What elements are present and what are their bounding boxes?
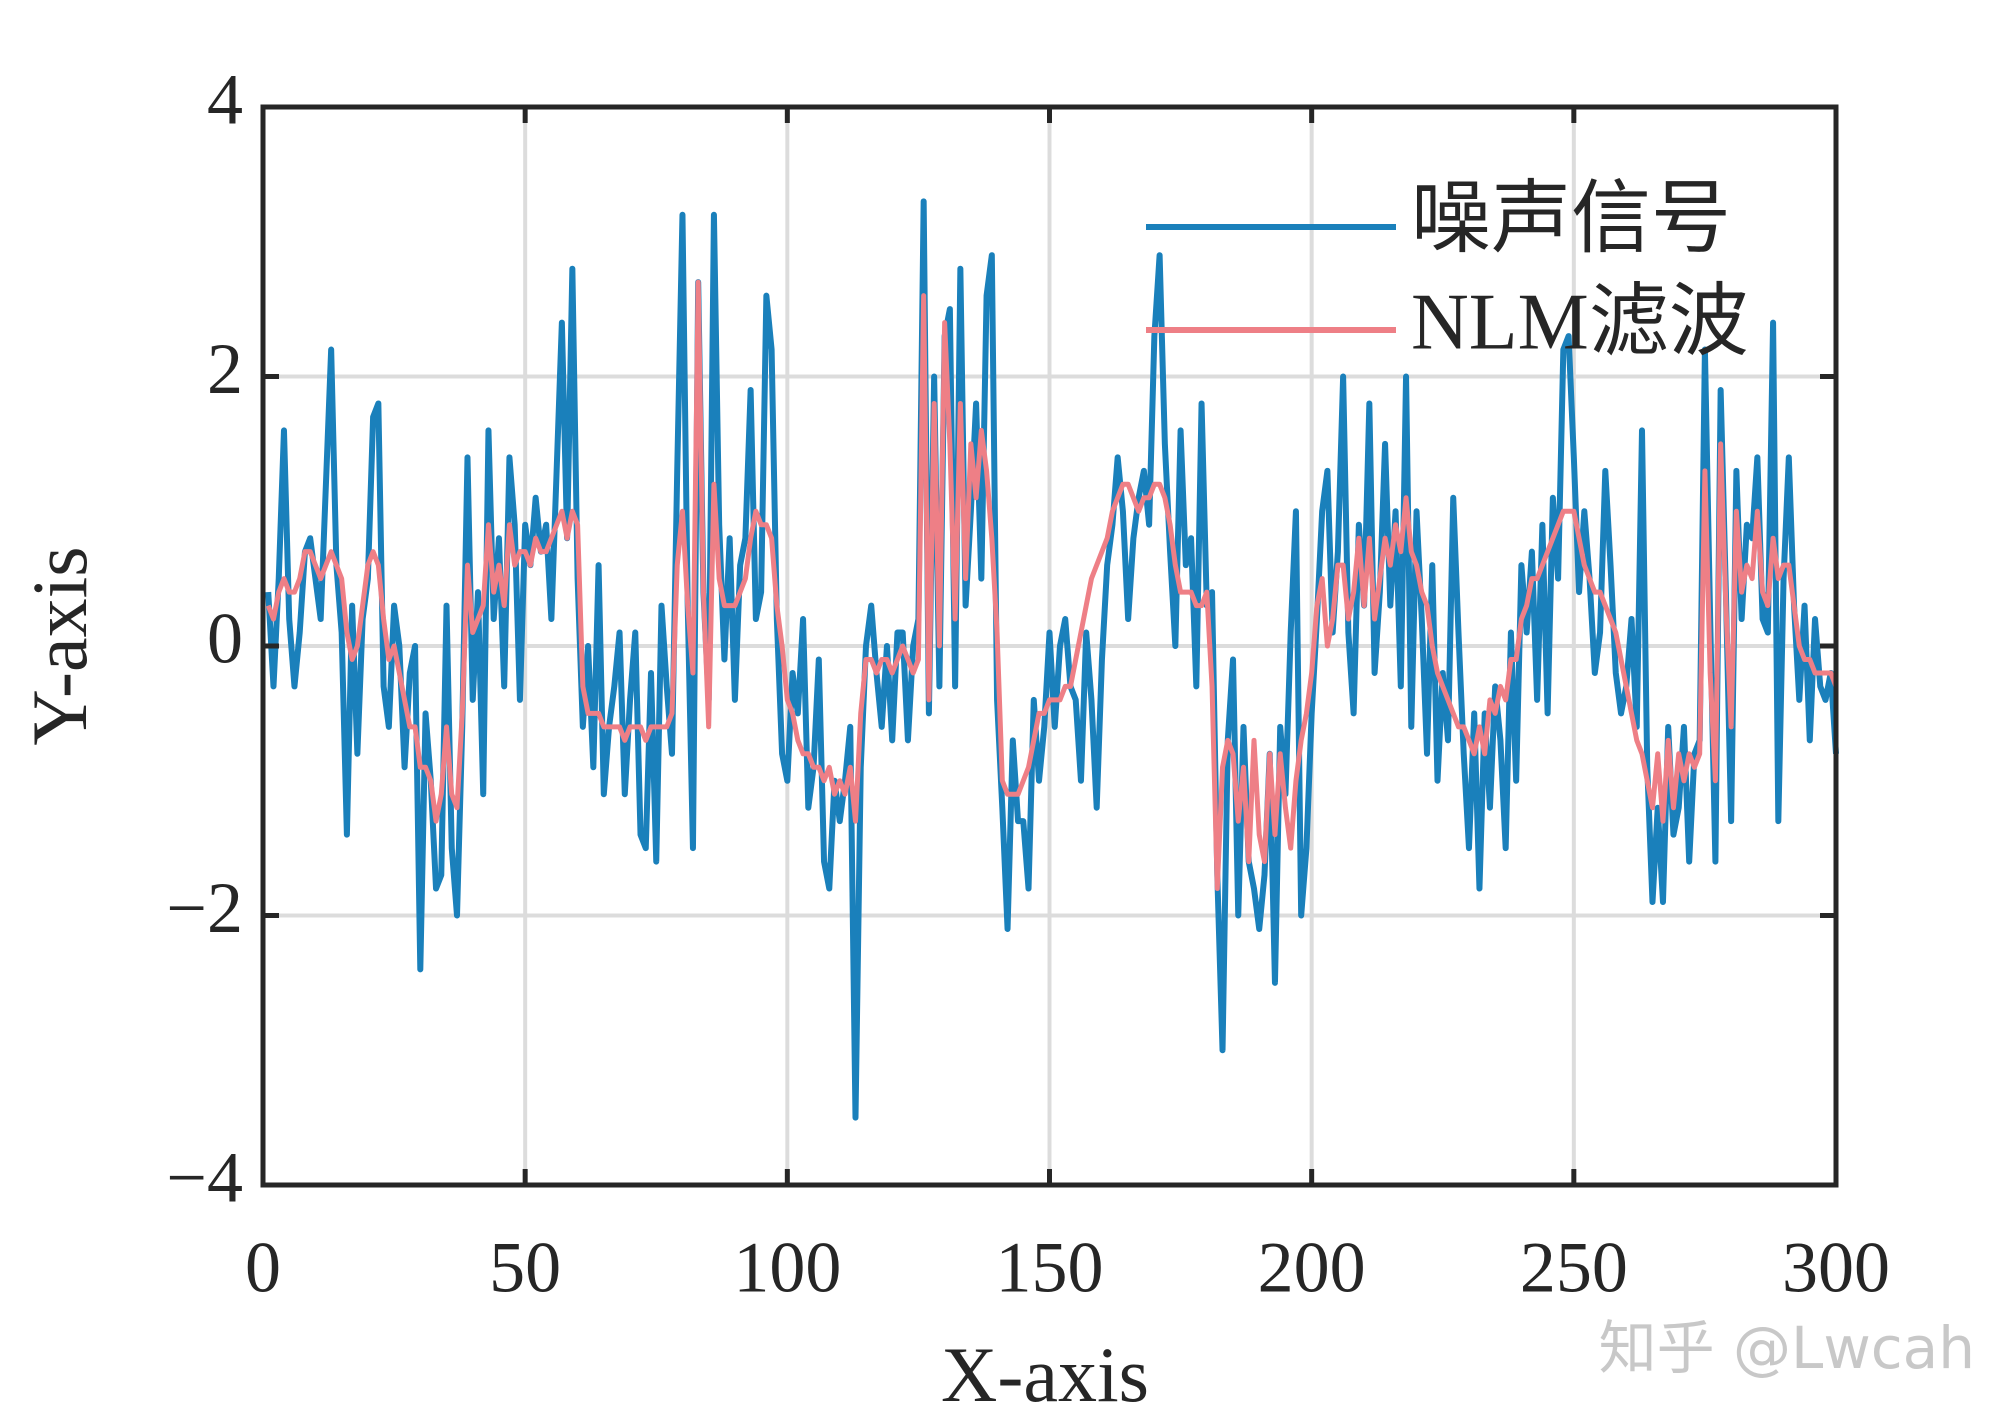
watermark: 知乎 @Lwcah [1599,1314,1975,1382]
legend-item: 噪声信号 [1146,175,1731,263]
x-tick-label: 300 [1782,1228,1890,1308]
y-tick-label: 0 [207,599,243,679]
legend-label: 噪声信号 [1411,175,1731,263]
y-axis-label: Y-axis [16,546,103,745]
y-tick-label: 4 [207,60,243,140]
legend-item: NLM滤波 [1146,278,1749,366]
x-tick-label: 50 [489,1228,561,1308]
x-tick-label: 100 [733,1228,841,1308]
y-tick-label: −2 [166,868,243,948]
y-tick-label: 2 [207,329,243,409]
x-tick-label: 150 [996,1228,1104,1308]
legend-label: NLM滤波 [1411,278,1749,366]
x-axis-label: X-axis [941,1331,1149,1417]
x-tick-label: 250 [1520,1228,1628,1308]
x-tick-label: 200 [1258,1228,1366,1308]
data-line [265,279,1839,892]
y-tick-label: −4 [166,1138,243,1218]
x-tick-label: 0 [245,1228,281,1308]
